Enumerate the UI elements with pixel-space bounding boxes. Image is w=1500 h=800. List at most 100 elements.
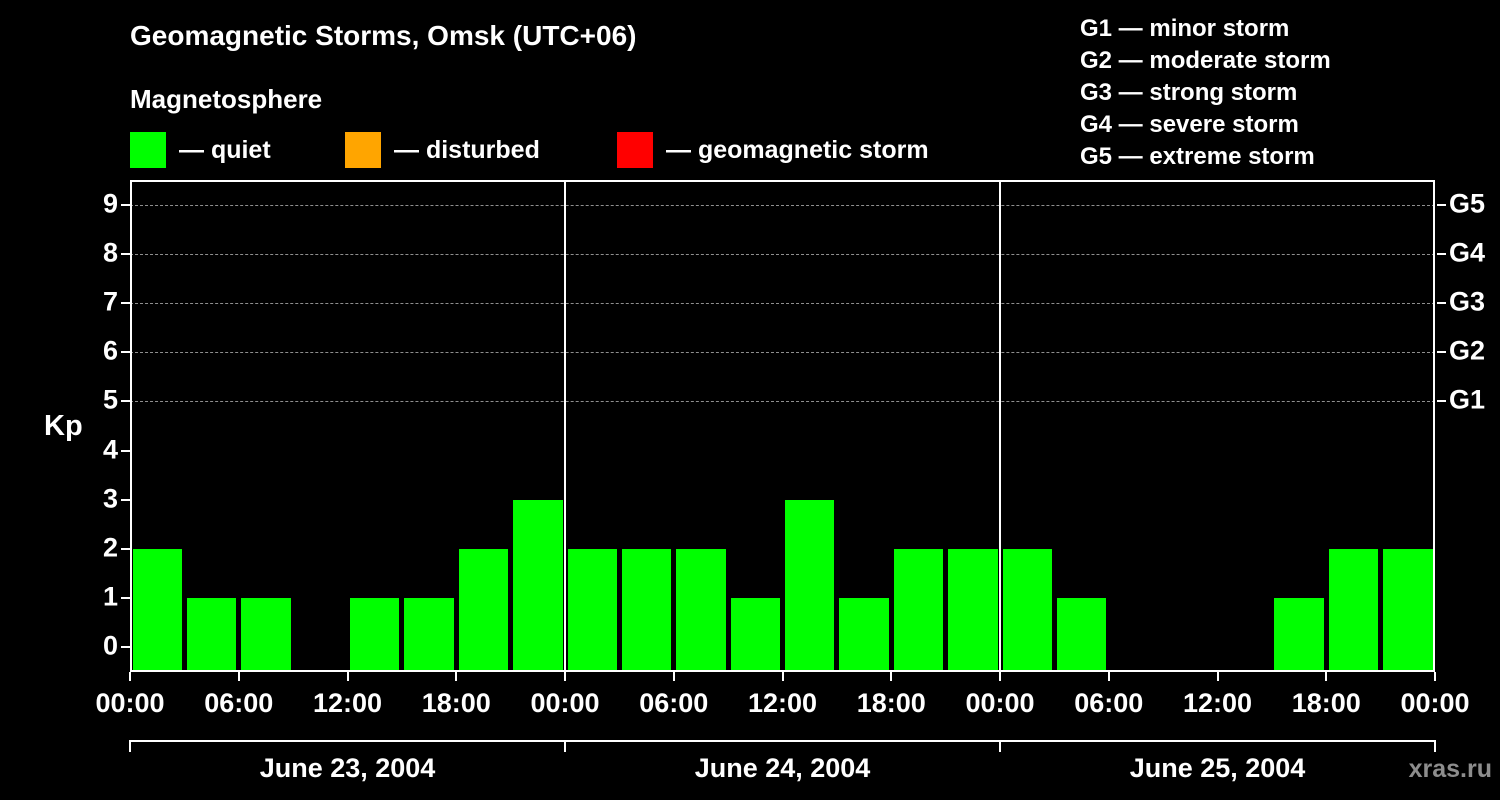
gridline	[130, 303, 1435, 304]
date-label: June 25, 2004	[1129, 753, 1306, 783]
legend-item-disturbed: — disturbed	[345, 131, 540, 169]
chart-subtitle: Magnetosphere	[130, 84, 323, 114]
kp-bar	[893, 549, 944, 672]
right-axis-tick	[1437, 203, 1446, 206]
quiet-color-swatch	[130, 132, 166, 168]
kp-bar	[1002, 549, 1052, 672]
storm-scale-g2: G2 — moderate storm	[1080, 47, 1331, 74]
legend-item-geomagnetic-storm: — geomagnetic storm	[617, 131, 929, 169]
y-axis-tick	[121, 498, 130, 501]
y-axis-title: Kp	[44, 410, 83, 442]
x-tick-label: 12:00	[1182, 688, 1253, 718]
kp-bar	[350, 598, 400, 672]
y-axis-tick	[121, 646, 130, 649]
x-tick-label: 18:00	[421, 688, 491, 718]
x-axis-tick	[1107, 672, 1110, 681]
right-axis-tick	[1437, 400, 1446, 403]
storm-scale-g1: G1 — minor storm	[1080, 15, 1290, 42]
right-axis-tick	[1437, 351, 1446, 354]
g-scale-label: G1	[1449, 384, 1486, 415]
x-tick-label: 18:00	[1291, 688, 1361, 718]
right-axis-tick	[1437, 252, 1446, 255]
storm-color-swatch	[617, 132, 653, 168]
y-tick-label: 6	[102, 335, 118, 366]
x-axis-tick	[1434, 672, 1436, 681]
x-tick-label: 12:00	[312, 688, 383, 718]
x-axis-tick	[129, 672, 131, 681]
x-tick-label: 18:00	[856, 688, 926, 718]
day-separator-line	[564, 180, 566, 672]
y-axis-tick	[121, 548, 130, 550]
x-axis-tick	[1325, 672, 1328, 681]
date-axis-tick	[1434, 740, 1436, 752]
g-scale-label: G5	[1449, 187, 1486, 218]
kp-bar	[567, 549, 617, 672]
kp-bar	[458, 549, 509, 672]
date-label: June 24, 2004	[694, 753, 871, 783]
x-tick-label: 06:00	[1074, 688, 1144, 718]
storm-scale-g5: G5 — extreme storm	[1080, 143, 1315, 170]
kp-bar	[1056, 598, 1107, 672]
x-tick-label: 00:00	[95, 688, 165, 718]
x-tick-label: 06:00	[204, 688, 274, 718]
gridline	[130, 253, 1435, 255]
kp-bar	[1274, 598, 1324, 672]
y-tick-label: 7	[102, 286, 118, 317]
x-axis-tick	[999, 672, 1001, 681]
x-axis-tick	[346, 672, 349, 681]
right-axis-tick	[1437, 302, 1446, 304]
plot-area	[130, 180, 1435, 672]
y-axis-tick	[121, 203, 130, 206]
y-axis-tick	[121, 400, 130, 403]
x-axis-tick	[564, 672, 566, 681]
legend-label-geomagnetic-storm: — geomagnetic storm	[666, 135, 929, 164]
g-scale-label: G3	[1449, 286, 1486, 317]
kp-bar	[1383, 549, 1433, 672]
y-tick-label: 8	[102, 237, 118, 268]
kp-bar	[621, 549, 672, 672]
kp-bar	[676, 549, 726, 672]
x-tick-label: 00:00	[965, 688, 1035, 718]
kp-bar	[241, 598, 291, 672]
gridline	[130, 204, 1435, 206]
y-axis-tick	[121, 252, 130, 255]
chart-title: Geomagnetic Storms, Omsk (UTC+06)	[130, 20, 637, 51]
gridline	[130, 352, 1435, 354]
gridline	[130, 401, 1435, 403]
kp-bar	[186, 598, 237, 672]
y-tick-label: 2	[102, 532, 118, 563]
kp-state-legend: — quiet — disturbed — geomagnetic storm	[0, 131, 1500, 169]
legend-label-quiet: — quiet	[179, 135, 271, 164]
g-scale-label: G4	[1449, 237, 1486, 268]
disturbed-color-swatch	[345, 132, 381, 168]
kp-bar	[785, 499, 835, 672]
g-scale-label: G2	[1449, 335, 1486, 366]
x-axis-tick	[1216, 672, 1219, 681]
storm-scale-g3: G3 — strong storm	[1080, 79, 1298, 106]
y-axis-tick	[121, 302, 130, 304]
y-tick-label: 1	[102, 581, 118, 612]
date-axis-tick	[564, 740, 566, 752]
x-tick-label: 00:00	[530, 688, 600, 718]
y-axis-tick	[121, 597, 130, 600]
x-axis-tick	[781, 672, 784, 681]
date-axis-line	[130, 740, 1436, 742]
storm-scale-legend: G1 — minor storm G2 — moderate storm G3 …	[1080, 13, 1331, 173]
kp-bar	[948, 549, 998, 672]
y-tick-label: 0	[102, 630, 118, 661]
legend-label-disturbed: — disturbed	[394, 135, 540, 164]
kp-bar	[513, 499, 563, 672]
x-axis-tick	[890, 672, 893, 681]
x-axis-tick	[455, 672, 458, 681]
date-label: June 23, 2004	[259, 753, 436, 783]
x-tick-label: 06:00	[639, 688, 709, 718]
storm-scale-g4: G4 — severe storm	[1080, 111, 1299, 138]
kp-bar	[1328, 549, 1379, 672]
x-tick-label: 12:00	[747, 688, 818, 718]
day-separator-line	[999, 180, 1001, 672]
y-tick-label: 3	[102, 483, 118, 514]
date-axis-tick	[129, 740, 131, 752]
y-tick-label: 9	[102, 187, 118, 218]
y-axis-tick	[121, 449, 130, 452]
